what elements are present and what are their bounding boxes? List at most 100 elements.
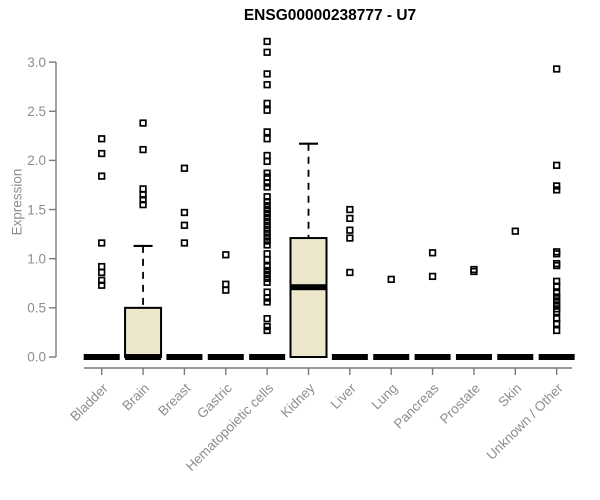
outlier-point: [428, 249, 437, 257]
outlier-point: [263, 201, 271, 210]
outlier-point: [139, 119, 147, 127]
y-tick-label: 2.0: [27, 153, 46, 168]
outlier-point: [346, 234, 354, 242]
outlier-point: [139, 145, 147, 154]
outlier-point: [263, 326, 271, 335]
outlier-point: [428, 272, 437, 281]
outlier-point: [553, 293, 561, 301]
outlier-point: [263, 81, 271, 89]
outlier-point: [263, 183, 271, 191]
outlier-point: [553, 250, 561, 258]
outlier-point: [346, 268, 354, 277]
outlier-point: [263, 48, 271, 56]
x-tick-label: Prostate: [437, 381, 483, 427]
x-tick-label: Skin: [495, 381, 524, 410]
outlier-point: [553, 326, 561, 335]
outlier-point: [263, 229, 271, 237]
outlier-point: [263, 213, 271, 222]
outlier-point: [263, 128, 271, 136]
outlier-point: [263, 256, 271, 264]
x-tick-label: Pancreas: [391, 380, 442, 431]
x-tick-label: Breast: [155, 380, 193, 418]
outlier-point: [470, 267, 478, 276]
outlier-point: [180, 208, 189, 217]
outlier-point: [263, 221, 271, 229]
outlier-point: [263, 262, 271, 271]
outlier-point: [263, 157, 271, 166]
outlier-point: [263, 288, 271, 296]
outlier-point: [180, 164, 189, 172]
outlier-point: [263, 274, 271, 283]
median-bar: [290, 284, 327, 291]
y-tick-label: 1.5: [27, 202, 46, 217]
median-bar: [373, 354, 410, 360]
x-tick-label: Gastric: [194, 380, 235, 421]
x-tick-label: Bladder: [67, 380, 111, 424]
outlier-point: [346, 226, 354, 234]
outlier-point: [553, 161, 561, 169]
median-bar: [83, 354, 120, 360]
outlier-point: [263, 70, 271, 78]
outlier-point: [263, 37, 271, 46]
median-bar: [497, 354, 534, 360]
outlier-point: [263, 135, 271, 143]
outlier-point: [263, 237, 271, 245]
chart-title: ENSG00000238777 - U7: [243, 7, 417, 24]
outlier-point: [222, 251, 230, 259]
outlier-point: [553, 65, 561, 73]
outlier-point: [263, 322, 271, 331]
outlier-point: [263, 250, 271, 258]
y-tick-label: 0.5: [27, 301, 46, 316]
y-tick-label: 2.5: [27, 104, 46, 119]
outlier-point: [263, 217, 271, 225]
outlier-point: [98, 135, 106, 143]
outlier-point: [553, 308, 561, 316]
median-bar: [538, 354, 575, 360]
y-tick-label: 1.0: [27, 251, 46, 266]
outlier-point: [98, 262, 106, 271]
outlier-point: [263, 205, 271, 214]
outlier-point: [263, 315, 271, 323]
outlier-point: [511, 227, 519, 235]
outlier-point: [98, 149, 106, 158]
x-tick-label: Brain: [119, 381, 152, 414]
outlier-point: [180, 221, 189, 229]
median-bar: [207, 354, 244, 360]
x-tick-label: Lung: [368, 381, 400, 413]
median-bar: [249, 354, 286, 360]
outlier-point: [263, 294, 271, 302]
outlier-point: [263, 270, 271, 279]
outlier-point: [553, 261, 561, 270]
outlier-point: [263, 209, 271, 218]
y-tick-label: 3.0: [27, 55, 46, 70]
outlier-point: [139, 200, 147, 209]
outlier-point: [346, 205, 354, 214]
median-bar: [166, 354, 203, 360]
outlier-point: [263, 233, 271, 241]
outlier-point: [263, 266, 271, 275]
outlier-point: [98, 239, 106, 247]
outlier-point: [553, 301, 561, 309]
outlier-point: [553, 319, 561, 328]
outlier-point: [180, 239, 189, 247]
box: [289, 237, 328, 359]
outlier-point: [263, 169, 271, 177]
outlier-point: [387, 275, 395, 283]
outlier-point: [346, 214, 354, 223]
outlier-point: [98, 172, 106, 180]
outlier-point: [139, 185, 147, 193]
x-tick-label: Unknown / Other: [484, 380, 567, 463]
outlier-point: [263, 99, 271, 108]
outlier-point: [553, 182, 561, 190]
median-bar: [455, 354, 492, 360]
outlier-point: [263, 225, 271, 233]
outlier-point: [263, 179, 271, 187]
x-tick-label: Kidney: [278, 380, 318, 420]
median-bar: [414, 354, 451, 360]
x-tick-label: Liver: [328, 380, 360, 412]
outlier-point: [263, 151, 271, 160]
outlier-point: [222, 280, 230, 288]
outlier-point: [98, 281, 106, 289]
outlier-point: [263, 278, 271, 286]
